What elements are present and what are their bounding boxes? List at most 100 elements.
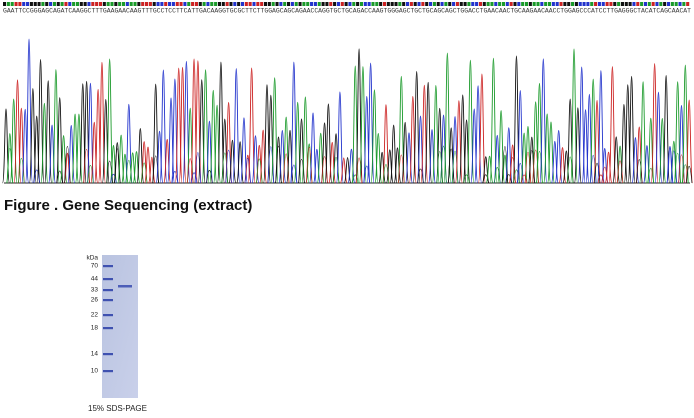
base-block <box>68 2 72 6</box>
base-block <box>567 2 571 6</box>
peak <box>520 132 529 184</box>
base-block <box>540 2 544 6</box>
base-block <box>18 2 22 6</box>
peak <box>159 69 168 184</box>
base-block <box>663 2 667 6</box>
peak <box>389 124 398 184</box>
peak <box>163 138 172 184</box>
peak <box>658 117 667 184</box>
peak <box>462 119 471 184</box>
base-block <box>486 2 490 6</box>
base-block <box>640 2 644 6</box>
base-block <box>390 2 394 6</box>
minor-peak <box>290 164 297 184</box>
base-block <box>237 2 241 6</box>
peak <box>75 113 83 184</box>
peak <box>312 148 321 184</box>
base-block <box>413 2 417 6</box>
marker-band <box>103 353 113 356</box>
base-block <box>605 2 609 6</box>
base-block <box>359 2 364 6</box>
base-block <box>402 2 406 6</box>
base-block <box>95 2 99 6</box>
peak <box>428 129 436 184</box>
base-block <box>52 2 56 6</box>
minor-peak <box>482 174 489 184</box>
base-block <box>175 2 179 6</box>
gel-figure: kDa 70 44 33 26 22 18 14 10 <box>86 255 138 398</box>
base-block <box>79 2 83 6</box>
minor-peak <box>670 150 677 184</box>
marker-band <box>103 327 113 330</box>
peak <box>278 129 287 184</box>
marker-band <box>103 289 113 292</box>
base-block <box>125 2 129 6</box>
minor-peak <box>256 158 263 184</box>
base-block <box>356 2 360 6</box>
base-block <box>137 2 141 6</box>
minor-peak <box>417 168 424 184</box>
base-block <box>168 2 172 6</box>
minor-peak <box>87 164 94 184</box>
base-block <box>64 2 68 6</box>
base-block <box>601 2 605 6</box>
peak <box>232 68 241 184</box>
marker-label: 22 <box>91 312 99 319</box>
base-block <box>6 2 10 6</box>
base-block <box>37 2 41 6</box>
marker-band <box>103 370 113 373</box>
base-block <box>528 2 532 6</box>
base-block <box>121 2 126 6</box>
base-block <box>194 2 198 6</box>
minor-peak <box>505 174 512 184</box>
minor-peak <box>6 148 13 184</box>
base-block <box>202 2 206 6</box>
base-block <box>379 2 383 6</box>
peaks <box>2 38 694 184</box>
peak <box>21 108 30 184</box>
base-block <box>547 2 552 6</box>
minor-peak <box>332 157 340 184</box>
peak <box>48 124 56 184</box>
base-block <box>275 2 279 6</box>
peak <box>362 95 371 184</box>
sequence-text: GAATTCCGGGAGCAGATCAAGGCTTTGAAGAACAAGTTTG… <box>3 8 691 15</box>
base-block <box>45 2 49 6</box>
minor-peak <box>221 152 228 184</box>
base-block <box>448 2 452 6</box>
base-block <box>452 2 456 6</box>
minor-peak <box>171 171 178 184</box>
peak <box>631 137 640 184</box>
base-block <box>536 2 540 6</box>
base-block <box>160 2 164 6</box>
gel-image <box>102 255 138 398</box>
base-block <box>490 2 494 6</box>
minor-peak <box>110 173 117 184</box>
minor-peak <box>382 164 390 184</box>
base-block <box>279 2 283 6</box>
peak <box>132 151 141 184</box>
base-block <box>501 2 506 6</box>
peak <box>121 153 129 184</box>
base-block <box>133 2 137 6</box>
base-block <box>628 2 632 6</box>
peak <box>416 115 425 184</box>
peak <box>666 146 674 184</box>
peak <box>393 147 402 184</box>
base-block <box>686 2 690 6</box>
base-block <box>429 2 433 6</box>
peak <box>151 83 160 184</box>
base-block <box>260 2 264 6</box>
minor-peak <box>678 154 685 184</box>
marker-label: 14 <box>91 351 99 358</box>
base-block <box>459 2 463 6</box>
base-block <box>571 2 575 6</box>
base-block <box>521 2 525 6</box>
minor-peak <box>463 174 470 184</box>
peak <box>63 152 72 184</box>
base-block <box>252 2 256 6</box>
minor-peak <box>597 174 604 184</box>
base-block <box>666 2 671 6</box>
peak <box>620 103 628 184</box>
base-block <box>375 2 379 6</box>
